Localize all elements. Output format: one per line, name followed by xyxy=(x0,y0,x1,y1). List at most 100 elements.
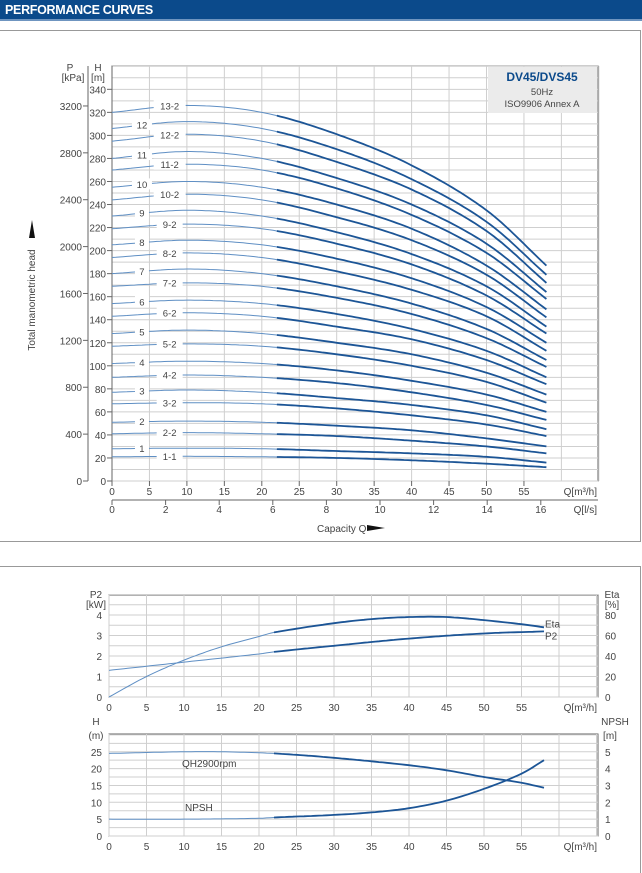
qls-tick-label: 2 xyxy=(163,505,169,516)
curve-1-thick xyxy=(276,448,547,464)
h-tick-label: 40 xyxy=(95,431,107,442)
section-title: PERFORMANCE CURVES xyxy=(5,3,153,17)
curve-Eta-thick xyxy=(273,615,545,634)
curve-label-bg xyxy=(131,119,152,131)
qls-tick-label: 10 xyxy=(374,505,386,516)
p2-tick-label: 2 xyxy=(96,652,102,663)
y-axis-title: Total manometric head xyxy=(27,249,38,350)
curve-4-2-thin xyxy=(111,374,277,379)
q-tick-label: 35 xyxy=(369,487,381,498)
curve-3-thick xyxy=(276,392,547,431)
q-tick-label: 45 xyxy=(443,487,455,498)
curve-6-thick xyxy=(276,304,547,379)
qls-tick-label: 14 xyxy=(482,505,494,516)
q-tick-label: 30 xyxy=(331,487,343,498)
npsh-tick-label: 5 xyxy=(605,748,611,759)
h-tick-label: 260 xyxy=(89,177,106,188)
npsh-tick-label: 3 xyxy=(605,781,611,792)
series-label-P2: P2 xyxy=(545,631,558,642)
head-q-tick-label: 0 xyxy=(106,842,112,853)
curve-8-thick xyxy=(276,246,547,344)
curve-10-thick xyxy=(276,188,547,311)
q-tick-label: 25 xyxy=(294,487,306,498)
h-tick-label: 0 xyxy=(100,477,106,488)
head-q-tick-label: 20 xyxy=(253,842,265,853)
power-q-tick-label: 30 xyxy=(328,703,340,714)
curve-label-bg xyxy=(153,100,186,112)
qls-tick-label: 6 xyxy=(270,505,276,516)
curve-P2-thick xyxy=(273,630,545,653)
p2-tick-label: 4 xyxy=(96,611,102,622)
head-q-tick-label: 15 xyxy=(216,842,228,853)
curve-NPSH-thick xyxy=(273,759,545,819)
curve-label-bg xyxy=(156,450,183,462)
power-q-tick-label: 25 xyxy=(291,703,303,714)
curve-label: 10 xyxy=(137,180,148,191)
p-tick-label: 2800 xyxy=(60,149,83,160)
head-q-tick-label: 10 xyxy=(178,842,190,853)
curve-2-2-thick xyxy=(276,433,547,455)
power-q-tick-label: 0 xyxy=(106,703,112,714)
h-tick-label: 340 xyxy=(89,85,106,96)
x-axis-title: Capacity Q xyxy=(317,524,367,535)
curve-label: 6 xyxy=(139,297,144,308)
q-tick-label: 55 xyxy=(518,487,530,498)
h-tick-label: 100 xyxy=(89,362,106,373)
head-q-tick-label: 30 xyxy=(328,842,340,853)
curve-label-bg xyxy=(156,247,183,259)
power-q-tick-label: 45 xyxy=(441,703,453,714)
eta-tick-label: 60 xyxy=(605,632,617,643)
p-tick-label: 400 xyxy=(65,430,82,441)
h-tick-label: 300 xyxy=(89,131,106,142)
h-tick-label: 20 xyxy=(95,454,107,465)
section-header: PERFORMANCE CURVES xyxy=(0,0,642,21)
secondary-charts-frame xyxy=(0,566,641,873)
q-tick-label: 50 xyxy=(481,487,493,498)
curve-10-2-thin xyxy=(111,193,277,203)
curve-12-2-thin xyxy=(111,133,277,145)
npsh-tick-label: 2 xyxy=(605,798,611,809)
curve-QH2900rpm-thick xyxy=(273,752,545,789)
q-tick-label: 5 xyxy=(147,487,153,498)
curve-13-2-thick xyxy=(276,114,548,267)
q-tick-label: 10 xyxy=(181,487,193,498)
series-label-Eta: Eta xyxy=(545,619,560,630)
curve-label-bg xyxy=(156,369,183,381)
curve-9-2-thick xyxy=(276,230,547,335)
curve-7-2-thin xyxy=(111,282,277,289)
curve-4-thick xyxy=(276,363,547,413)
p-tick-label: 3200 xyxy=(60,102,83,113)
curve-label-bg xyxy=(153,188,186,200)
qls-tick-label: 4 xyxy=(216,505,222,516)
curve-label-bg xyxy=(153,158,186,170)
curve-Eta-thin xyxy=(108,631,275,698)
curve-13-2-thin xyxy=(111,104,277,117)
curve-7-thick xyxy=(276,274,547,361)
curve-11-2-thin xyxy=(111,163,277,174)
curve-label: 9-2 xyxy=(163,220,177,231)
curve-7-2-thick xyxy=(276,287,547,368)
curve-label-bg xyxy=(134,236,149,248)
qls-axis-unit: Q[l/s] xyxy=(574,505,598,516)
curve-label: 10-2 xyxy=(160,190,179,201)
standard-label: ISO9906 Annex A xyxy=(504,99,580,110)
h-tick-label: 280 xyxy=(89,154,106,165)
npsh-tick-label: 4 xyxy=(605,765,611,776)
q-tick-label: 40 xyxy=(406,487,418,498)
curve-label: 3 xyxy=(139,387,144,398)
head-tick-label: 0 xyxy=(96,832,102,843)
head-q-tick-label: 50 xyxy=(478,842,490,853)
curve-6-2-thin xyxy=(111,312,277,319)
curve-2-thick xyxy=(276,421,547,448)
curve-P2-thin xyxy=(108,651,275,671)
curve-label: 6-2 xyxy=(163,309,177,320)
qls-tick-label: 8 xyxy=(324,505,330,516)
eta-tick-label: 20 xyxy=(605,673,617,684)
q-tick-label: 20 xyxy=(256,487,268,498)
curve-label-bg xyxy=(131,178,152,190)
curve-5-thick xyxy=(276,334,547,396)
curve-3-2-thick xyxy=(276,403,547,437)
head-q-tick-label: 5 xyxy=(144,842,150,853)
